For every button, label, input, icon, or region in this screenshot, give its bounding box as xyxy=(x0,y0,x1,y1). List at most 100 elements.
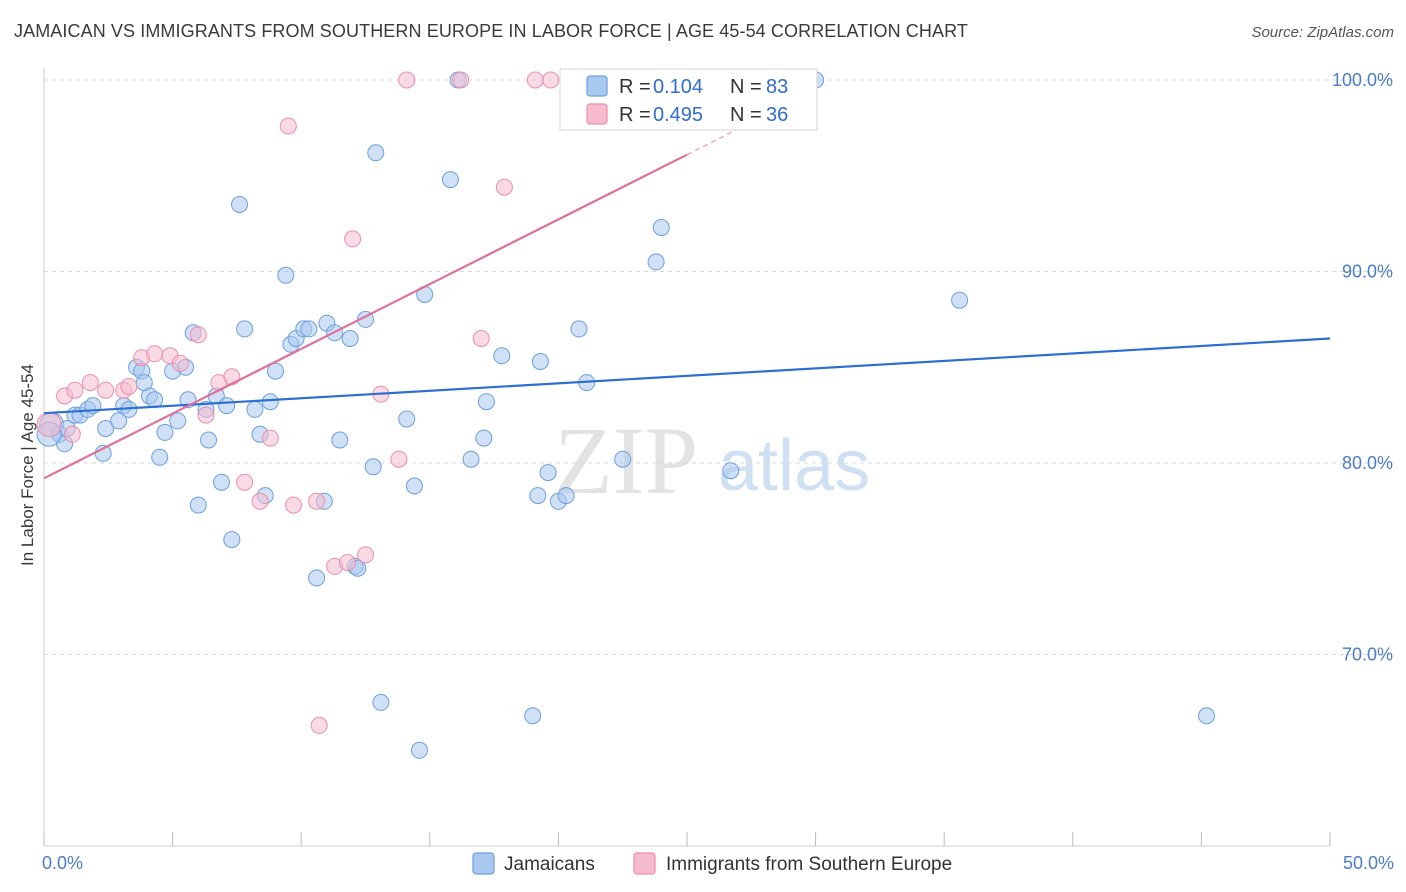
gridlines xyxy=(44,79,1394,655)
point-jamaicans-37 xyxy=(267,362,284,380)
point-jamaicans-79 xyxy=(1198,707,1215,725)
point-jamaicans-56 xyxy=(411,741,428,759)
point-jamaicans-63 xyxy=(493,347,511,365)
legend-r-value-1: 0.104 xyxy=(653,76,703,98)
point-jamaicans-66 xyxy=(531,353,549,370)
point-jamaicans-24 xyxy=(189,496,207,514)
point-southern-europe-10 xyxy=(171,354,189,372)
source-label: Source: ZipAtlas.com xyxy=(1251,24,1394,41)
point-southern-europe-25 xyxy=(357,546,374,564)
point-jamaicans-62 xyxy=(477,393,495,411)
bottom-legend-southern-europe: Immigrants from Southern Europe xyxy=(666,854,952,875)
point-jamaicans-20 xyxy=(169,412,187,430)
point-southern-europe-28 xyxy=(398,71,416,89)
point-jamaicans-9 xyxy=(97,420,115,437)
point-jamaicans-48 xyxy=(341,330,359,347)
point-southern-europe-15 xyxy=(236,473,254,491)
x-tick-label-max: 50.0% xyxy=(1343,853,1394,873)
point-jamaicans-58 xyxy=(441,171,459,189)
point-southern-europe-29 xyxy=(452,71,470,89)
point-southern-europe-17 xyxy=(261,429,279,447)
point-jamaicans-54 xyxy=(398,410,416,428)
point-jamaicans-72 xyxy=(614,450,632,468)
x-tick-label-min: 0.0% xyxy=(42,853,83,873)
point-southern-europe-6 xyxy=(120,377,138,395)
point-southern-europe-30 xyxy=(472,330,490,347)
point-jamaicans-26 xyxy=(200,431,218,449)
y-tick-label-100: 100.0% xyxy=(1332,70,1393,90)
point-southern-europe-18 xyxy=(279,117,297,135)
point-jamaicans-64 xyxy=(524,707,542,725)
point-southern-europe-8 xyxy=(146,345,164,363)
legend-n-value-2: 36 xyxy=(766,104,788,126)
point-southern-europe-31 xyxy=(495,178,513,196)
y-tick-label-70: 70.0% xyxy=(1342,645,1393,665)
point-jamaicans-36 xyxy=(261,393,279,411)
point-jamaicans-47 xyxy=(331,431,349,449)
point-jamaicans-30 xyxy=(223,531,241,549)
point-southern-europe-27 xyxy=(390,450,408,468)
point-southern-europe-12 xyxy=(197,406,215,424)
legend-swatch-pink xyxy=(586,103,608,125)
y-tick-labels: 70.0% 80.0% 90.0% 100.0% xyxy=(1332,70,1393,665)
trend-line-southern-europe xyxy=(43,153,688,480)
point-jamaicans-18 xyxy=(156,423,174,441)
point-jamaicans-51 xyxy=(364,458,382,476)
legend-swatch-blue xyxy=(586,75,608,97)
point-jamaicans-38 xyxy=(277,266,295,284)
point-jamaicans-31 xyxy=(231,196,248,213)
point-jamaicans-52 xyxy=(367,144,385,162)
point-jamaicans-32 xyxy=(236,320,254,338)
point-southern-europe-4 xyxy=(97,381,115,399)
point-southern-europe-14 xyxy=(223,368,241,386)
bottom-legend-swatch-blue xyxy=(472,852,495,875)
point-southern-europe-20 xyxy=(308,492,326,510)
point-jamaicans-61 xyxy=(475,429,493,447)
series-southern-europe xyxy=(36,71,578,734)
legend-n-label-1: N = xyxy=(730,76,762,98)
point-jamaicans-70 xyxy=(570,320,588,338)
point-jamaicans-60 xyxy=(462,450,480,468)
point-jamaicans-55 xyxy=(405,477,423,495)
point-jamaicans-75 xyxy=(722,462,740,480)
point-jamaicans-65 xyxy=(529,487,547,505)
point-jamaicans-67 xyxy=(539,464,557,482)
point-southern-europe-19 xyxy=(285,496,302,514)
watermark-atlas: atlas xyxy=(718,426,870,506)
x-ticks xyxy=(43,832,1331,846)
point-southern-europe-35 xyxy=(63,425,81,443)
legend-n-label-2: N = xyxy=(730,104,762,126)
point-southern-europe-32 xyxy=(526,71,544,89)
point-jamaicans-42 xyxy=(300,320,318,338)
legend-r-value-2: 0.495 xyxy=(653,104,703,126)
point-jamaicans-73 xyxy=(647,253,665,271)
point-southern-europe-21 xyxy=(310,716,328,734)
point-jamaicans-17 xyxy=(151,448,169,466)
legend-n-value-1: 83 xyxy=(766,76,788,98)
legend-r-label-1: R = xyxy=(619,76,651,98)
point-jamaicans-33 xyxy=(246,400,264,418)
point-jamaicans-43 xyxy=(308,569,326,587)
point-jamaicans-28 xyxy=(213,473,230,491)
point-southern-europe-11 xyxy=(189,326,207,344)
y-tick-label-80: 80.0% xyxy=(1342,453,1393,473)
point-jamaicans-29 xyxy=(218,397,236,415)
correlation-legend: R = 0.104 N = 83 R = 0.495 N = 36 xyxy=(559,68,818,131)
trend-line-jamaicans xyxy=(43,337,1331,415)
point-jamaicans-69 xyxy=(557,487,575,505)
bottom-legend-swatch-pink xyxy=(633,852,656,875)
bottom-legend-jamaicans: Jamaicans xyxy=(504,854,595,875)
chart-title: JAMAICAN VS IMMIGRANTS FROM SOUTHERN EUR… xyxy=(14,21,968,41)
point-jamaicans-81 xyxy=(135,374,153,392)
point-southern-europe-0 xyxy=(36,412,62,438)
point-southern-europe-24 xyxy=(344,230,362,248)
point-jamaicans-10 xyxy=(110,412,128,430)
point-southern-europe-23 xyxy=(339,554,356,572)
y-tick-label-90: 90.0% xyxy=(1342,262,1393,282)
point-southern-europe-3 xyxy=(81,374,99,392)
series-legend: Jamaicans Immigrants from Southern Europ… xyxy=(472,852,952,875)
point-jamaicans-78 xyxy=(951,291,969,309)
point-southern-europe-16 xyxy=(251,492,269,510)
point-jamaicans-53 xyxy=(372,693,390,711)
